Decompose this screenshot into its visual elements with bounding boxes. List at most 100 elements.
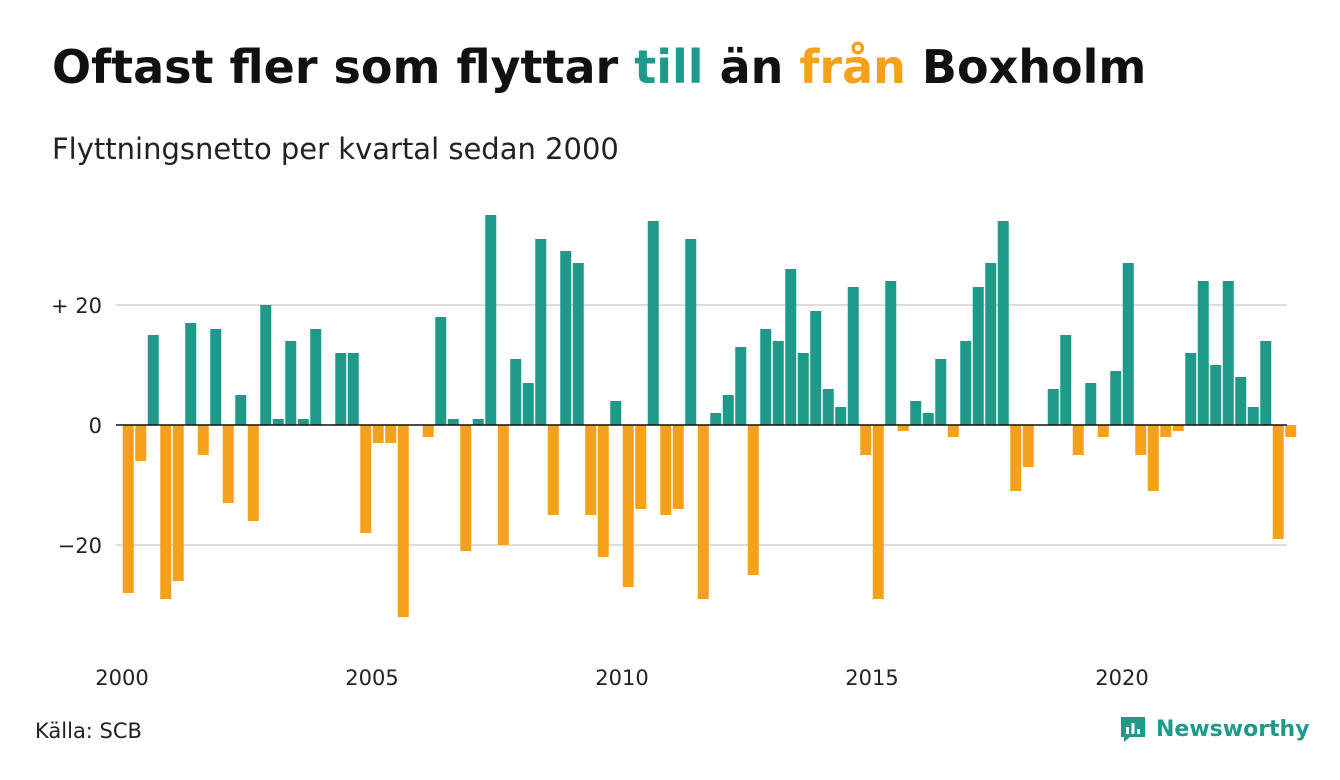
bar bbox=[597, 425, 609, 557]
bar bbox=[722, 395, 734, 425]
bar bbox=[235, 395, 247, 425]
bars bbox=[122, 215, 1297, 617]
bar bbox=[535, 239, 547, 425]
bar bbox=[1210, 365, 1222, 425]
bar bbox=[1010, 425, 1022, 491]
bar bbox=[1022, 425, 1034, 467]
bar bbox=[422, 425, 434, 437]
bar bbox=[1222, 281, 1234, 425]
bar bbox=[797, 353, 809, 425]
bar bbox=[1135, 425, 1147, 455]
bar bbox=[135, 425, 147, 461]
bar bbox=[835, 407, 847, 425]
y-tick-label: 0 bbox=[89, 414, 102, 438]
bar bbox=[560, 251, 572, 425]
bar bbox=[385, 425, 397, 443]
chart-subtitle: Flyttningsnetto per kvartal sedan 2000 bbox=[52, 132, 619, 166]
bar bbox=[522, 383, 534, 425]
bar bbox=[485, 215, 497, 425]
bar bbox=[985, 263, 997, 425]
bar bbox=[910, 401, 922, 425]
y-tick-label: −20 bbox=[58, 534, 102, 558]
bar bbox=[810, 311, 822, 425]
bar bbox=[660, 425, 672, 515]
bar bbox=[997, 221, 1009, 425]
bar bbox=[772, 341, 784, 425]
bar bbox=[1285, 425, 1297, 437]
bar bbox=[1097, 425, 1109, 437]
bar bbox=[822, 389, 834, 425]
bar bbox=[1085, 383, 1097, 425]
bar bbox=[197, 425, 209, 455]
brand-name: Newsworthy bbox=[1156, 716, 1310, 742]
x-tick-label: 2000 bbox=[95, 666, 148, 690]
bar bbox=[1272, 425, 1284, 539]
x-tick-label: 2015 bbox=[845, 666, 898, 690]
x-tick-label: 2010 bbox=[595, 666, 648, 690]
bar bbox=[972, 287, 984, 425]
x-tick-label: 2020 bbox=[1095, 666, 1148, 690]
bar bbox=[360, 425, 372, 533]
bar bbox=[747, 425, 759, 575]
bar bbox=[572, 263, 584, 425]
bar bbox=[472, 419, 484, 425]
bar bbox=[372, 425, 384, 443]
bar bbox=[172, 425, 184, 581]
bar bbox=[1122, 263, 1134, 425]
bar bbox=[1185, 353, 1197, 425]
title-highlight-fran: från bbox=[799, 40, 906, 94]
bar bbox=[860, 425, 872, 455]
bar bbox=[735, 347, 747, 425]
bar bbox=[622, 425, 634, 587]
bar bbox=[547, 425, 559, 515]
source-note: Källa: SCB bbox=[35, 719, 142, 743]
bar bbox=[760, 329, 772, 425]
bar bbox=[510, 359, 522, 425]
title-part-2: än bbox=[703, 40, 800, 94]
bar bbox=[585, 425, 597, 515]
bar bbox=[1160, 425, 1172, 437]
bar bbox=[785, 269, 797, 425]
title-highlight-till: till bbox=[634, 40, 704, 94]
bar bbox=[247, 425, 259, 521]
bar bbox=[710, 413, 722, 425]
bar bbox=[222, 425, 234, 503]
bar bbox=[460, 425, 472, 551]
bar bbox=[272, 419, 284, 425]
bar bbox=[447, 419, 459, 425]
bar bbox=[610, 401, 622, 425]
bar bbox=[210, 329, 222, 425]
bar bbox=[1260, 341, 1272, 425]
title-part-3: Boxholm bbox=[905, 40, 1147, 94]
bar bbox=[1172, 425, 1184, 431]
bar bbox=[147, 335, 159, 425]
title-part-1: Oftast fler som flyttar bbox=[52, 40, 635, 94]
bar bbox=[872, 425, 884, 599]
bar bbox=[310, 329, 322, 425]
bar bbox=[122, 425, 134, 593]
bar bbox=[1235, 377, 1247, 425]
bar bbox=[685, 239, 697, 425]
bar bbox=[1147, 425, 1159, 491]
x-axis-labels: 2000 2005 2010 2015 2020 bbox=[95, 666, 1148, 690]
bar bbox=[347, 353, 359, 425]
bar bbox=[185, 323, 197, 425]
bar bbox=[922, 413, 934, 425]
bar bbox=[497, 425, 509, 545]
bar bbox=[635, 425, 647, 509]
y-tick-label: + 20 bbox=[51, 294, 102, 318]
chart-title: Oftast fler som flyttar till än från Box… bbox=[52, 40, 1146, 95]
bar bbox=[647, 221, 659, 425]
x-tick-label: 2005 bbox=[345, 666, 398, 690]
bar bbox=[847, 287, 859, 425]
newsworthy-logo-icon bbox=[1121, 717, 1145, 742]
bar bbox=[160, 425, 172, 599]
brand[interactable]: Newsworthy bbox=[1118, 714, 1310, 744]
bar bbox=[397, 425, 409, 617]
bar bbox=[1197, 281, 1209, 425]
y-axis-labels: + 20 0 −20 bbox=[51, 294, 102, 558]
bar bbox=[947, 425, 959, 437]
bar bbox=[1110, 371, 1122, 425]
bar bbox=[672, 425, 684, 509]
